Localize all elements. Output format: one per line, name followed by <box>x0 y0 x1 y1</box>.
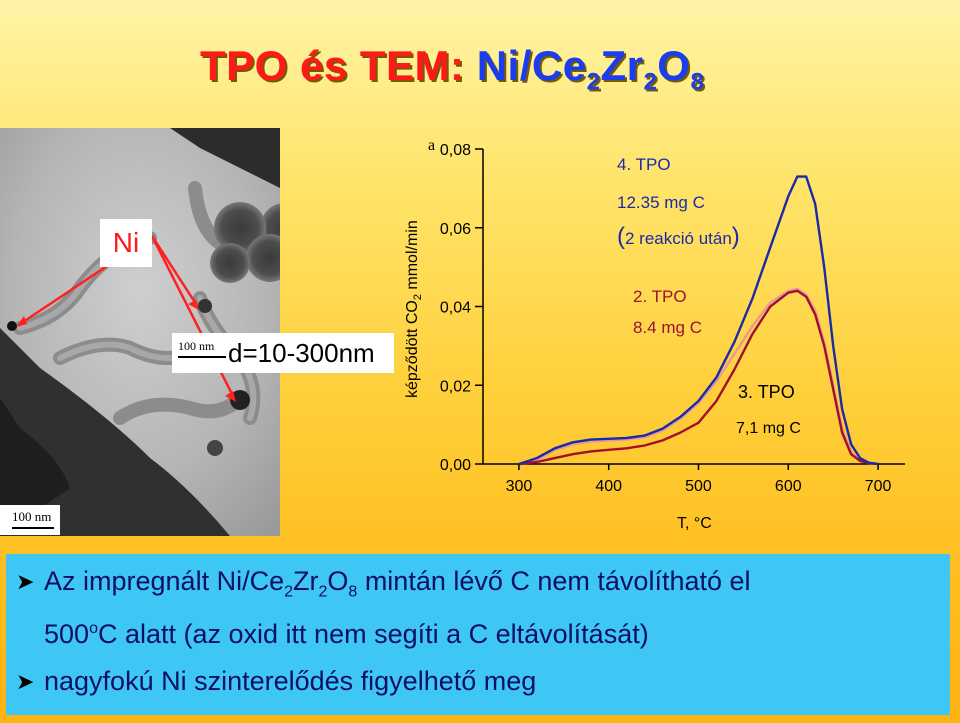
main-scale-box: 100 nm <box>0 505 60 535</box>
diameter-label-box: 100 nm d=10-300nm <box>172 333 394 373</box>
series-line-1 <box>518 175 879 466</box>
tpo3-name: 3. TPO <box>738 382 795 402</box>
tpo-chart: képződött CO2 mmol/min a 0,08 0,06 0,04 0,0… <box>404 137 905 532</box>
diameter-text: d=10-300nm <box>228 338 375 368</box>
tpo2-mass: 8.4 mg C <box>633 318 702 337</box>
tpo3-mass: 7,1 mg C <box>736 420 801 437</box>
main-scale-label: 100 nm <box>12 509 52 524</box>
tpo2-name: 2. TPO <box>633 287 687 306</box>
x-tick-label: 600 <box>775 478 802 495</box>
ni-label: Ni <box>100 219 152 267</box>
x-tick-label: 500 <box>685 478 712 495</box>
y-tick-label: 0,00 <box>440 457 471 474</box>
bullet-2-text: nagyfokú Ni szinterelődés figyelhető meg <box>44 666 537 697</box>
y-tick-label: 0,06 <box>440 221 471 238</box>
bullet-1-text: Az impregnált Ni/Ce2Zr2O8 mintán lévő C … <box>44 566 751 650</box>
main-scale-bar <box>12 527 54 529</box>
bullet-2: ➤ nagyfokú Ni szinterelődés figyelhető m… <box>16 663 940 700</box>
series-line-2 <box>518 287 879 466</box>
x-tick-label: 300 <box>506 478 533 495</box>
bullet-1: ➤ Az impregnált Ni/Ce2Zr2O8 mintán lévő … <box>16 563 940 653</box>
small-scale-label: 100 nm <box>178 339 215 353</box>
tpo4-note: (2 reakció után) <box>617 223 740 250</box>
small-scale-bar <box>178 356 226 358</box>
tpo4-name: 4. TPO <box>617 155 671 174</box>
y-tick-label: 0,08 <box>440 142 471 159</box>
series-line-3 <box>518 289 879 466</box>
y-tick-label: 0,04 <box>440 300 471 317</box>
x-tick-label: 700 <box>865 478 892 495</box>
x-tick-label: 400 <box>595 478 622 495</box>
y-axis-label: képződött CO2 mmol/min <box>404 220 424 398</box>
slide-title: TPO és TEM: Ni/Ce2Zr2O8 <box>200 42 705 96</box>
x-axis-label: T, °C <box>677 515 712 532</box>
arrow-bullet-icon: ➤ <box>16 669 35 695</box>
tem-micrograph <box>0 128 280 536</box>
conclusions-box: ➤ Az impregnált Ni/Ce2Zr2O8 mintán lévő … <box>6 554 950 715</box>
tpo4-mass: 12.35 mg C <box>617 193 705 212</box>
y-tick-label: 0,02 <box>440 378 471 395</box>
corner-label: a <box>428 137 435 154</box>
arrow-bullet-icon: ➤ <box>16 569 35 594</box>
